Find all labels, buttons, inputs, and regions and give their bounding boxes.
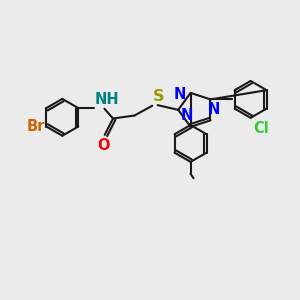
Text: NH: NH	[94, 92, 119, 106]
Text: S: S	[153, 88, 164, 104]
Text: N: N	[181, 108, 193, 123]
Text: N: N	[208, 102, 220, 117]
Text: N: N	[174, 87, 186, 102]
Text: O: O	[97, 138, 110, 153]
Text: Cl: Cl	[253, 121, 269, 136]
Text: Br: Br	[26, 119, 45, 134]
